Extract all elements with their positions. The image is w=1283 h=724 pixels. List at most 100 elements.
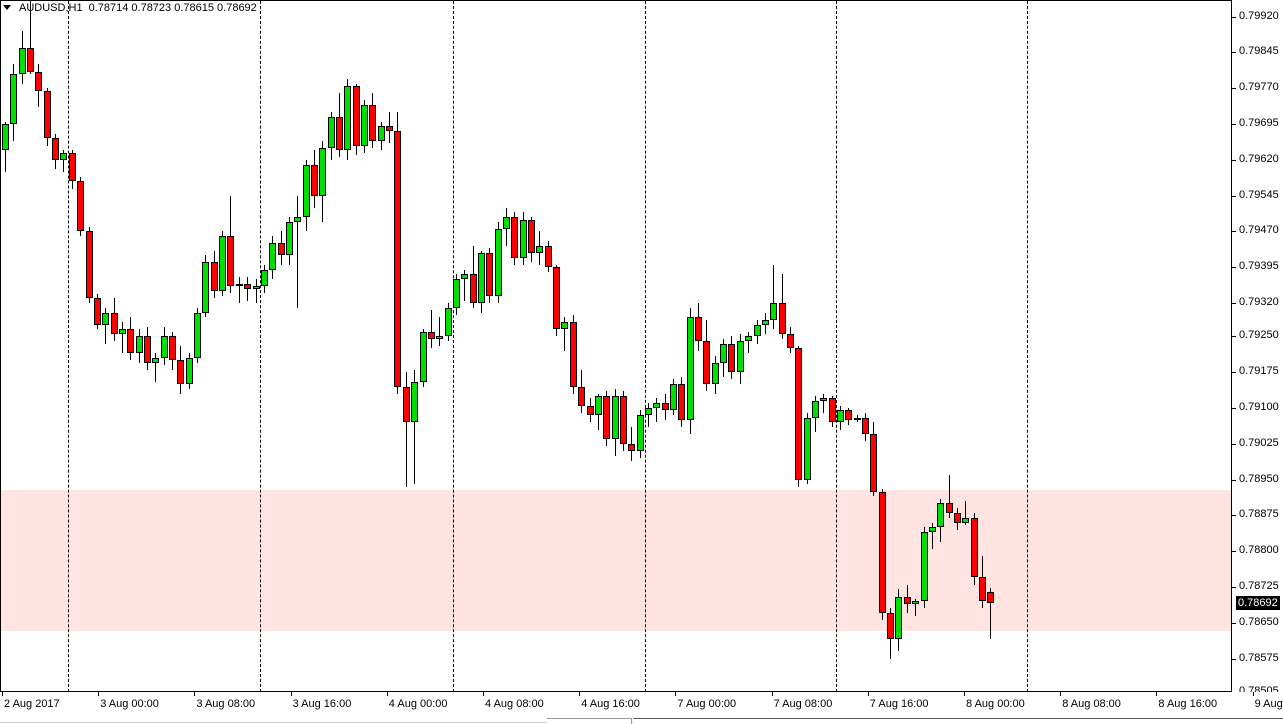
candlestick[interactable] bbox=[569, 0, 577, 692]
candlestick[interactable] bbox=[235, 0, 243, 692]
status-tab-left[interactable] bbox=[547, 718, 632, 724]
candlestick[interactable] bbox=[68, 0, 76, 692]
candlestick[interactable] bbox=[987, 0, 995, 692]
candlestick[interactable] bbox=[970, 0, 978, 692]
candlestick[interactable] bbox=[52, 0, 60, 692]
candlestick[interactable] bbox=[210, 0, 218, 692]
candlestick[interactable] bbox=[185, 0, 193, 692]
candlestick[interactable] bbox=[110, 0, 118, 692]
candlestick[interactable] bbox=[661, 0, 669, 692]
candlestick[interactable] bbox=[77, 0, 85, 692]
candlestick[interactable] bbox=[10, 0, 18, 692]
candlestick[interactable] bbox=[169, 0, 176, 692]
candlestick[interactable] bbox=[619, 0, 627, 692]
candlestick[interactable] bbox=[269, 0, 277, 692]
candlestick[interactable] bbox=[93, 0, 101, 692]
candlestick[interactable] bbox=[561, 0, 569, 692]
candlestick[interactable] bbox=[486, 0, 494, 692]
candlestick[interactable] bbox=[636, 0, 644, 692]
candlestick[interactable] bbox=[828, 0, 836, 692]
candlestick[interactable] bbox=[411, 0, 419, 692]
candlestick[interactable] bbox=[102, 0, 110, 692]
candlestick[interactable] bbox=[653, 0, 661, 692]
candlestick[interactable] bbox=[519, 0, 527, 692]
candlestick[interactable] bbox=[327, 0, 335, 692]
candlestick[interactable] bbox=[753, 0, 761, 692]
candlestick[interactable] bbox=[85, 0, 93, 692]
candlestick[interactable] bbox=[260, 0, 268, 692]
candlestick[interactable] bbox=[745, 0, 753, 692]
candlestick[interactable] bbox=[953, 0, 961, 692]
candlestick[interactable] bbox=[594, 0, 602, 692]
candlestick[interactable] bbox=[152, 0, 160, 692]
candlestick[interactable] bbox=[845, 0, 853, 692]
chart-plot-area[interactable] bbox=[0, 0, 1232, 692]
candlestick[interactable] bbox=[728, 0, 736, 692]
candlestick[interactable] bbox=[962, 0, 970, 692]
candlestick[interactable] bbox=[611, 0, 619, 692]
candlestick[interactable] bbox=[628, 0, 636, 692]
candlestick[interactable] bbox=[160, 0, 168, 692]
candlestick[interactable] bbox=[920, 0, 928, 692]
candlestick[interactable] bbox=[711, 0, 719, 692]
candlestick[interactable] bbox=[678, 0, 686, 692]
candlestick[interactable] bbox=[778, 0, 786, 692]
candlestick[interactable] bbox=[35, 0, 43, 692]
candlestick[interactable] bbox=[461, 0, 469, 692]
candlestick[interactable] bbox=[377, 0, 385, 692]
candlestick[interactable] bbox=[227, 0, 235, 692]
candlestick[interactable] bbox=[887, 0, 895, 692]
candlestick[interactable] bbox=[452, 0, 460, 692]
candlestick[interactable] bbox=[402, 0, 410, 692]
candlestick[interactable] bbox=[895, 0, 903, 692]
candlestick[interactable] bbox=[444, 0, 452, 692]
candlestick[interactable] bbox=[135, 0, 143, 692]
candlestick[interactable] bbox=[244, 0, 252, 692]
candlestick[interactable] bbox=[795, 0, 803, 692]
candlestick[interactable] bbox=[352, 0, 360, 692]
candlestick[interactable] bbox=[853, 0, 861, 692]
candlestick[interactable] bbox=[544, 0, 552, 692]
candlestick[interactable] bbox=[118, 0, 126, 692]
candlestick[interactable] bbox=[143, 0, 151, 692]
candlestick[interactable] bbox=[937, 0, 945, 692]
candlestick[interactable] bbox=[27, 0, 35, 692]
candlestick[interactable] bbox=[803, 0, 811, 692]
candlestick[interactable] bbox=[469, 0, 477, 692]
candlestick[interactable] bbox=[553, 0, 561, 692]
candlestick[interactable] bbox=[644, 0, 652, 692]
candlestick[interactable] bbox=[477, 0, 485, 692]
candlestick[interactable] bbox=[277, 0, 285, 692]
candlestick[interactable] bbox=[503, 0, 510, 692]
candlestick[interactable] bbox=[252, 0, 260, 692]
candlestick[interactable] bbox=[294, 0, 302, 692]
candlestick[interactable] bbox=[536, 0, 544, 692]
candlestick[interactable] bbox=[310, 0, 318, 692]
candlestick[interactable] bbox=[436, 0, 444, 692]
candlestick[interactable] bbox=[720, 0, 728, 692]
candlestick[interactable] bbox=[419, 0, 427, 692]
candlestick[interactable] bbox=[578, 0, 586, 692]
candlestick[interactable] bbox=[786, 0, 794, 692]
candlestick[interactable] bbox=[285, 0, 293, 692]
candlestick[interactable] bbox=[903, 0, 911, 692]
candlestick[interactable] bbox=[770, 0, 778, 692]
candlestick[interactable] bbox=[586, 0, 594, 692]
candlestick[interactable] bbox=[945, 0, 953, 692]
candlestick[interactable] bbox=[862, 0, 870, 692]
candlestick[interactable] bbox=[736, 0, 744, 692]
candlestick[interactable] bbox=[670, 0, 677, 692]
candlestick[interactable] bbox=[912, 0, 920, 692]
price-zone-0[interactable] bbox=[1, 490, 1232, 632]
candlestick[interactable] bbox=[127, 0, 135, 692]
candlestick[interactable] bbox=[2, 0, 9, 692]
candlestick[interactable] bbox=[43, 0, 51, 692]
candlestick[interactable] bbox=[194, 0, 202, 692]
candlestick[interactable] bbox=[978, 0, 986, 692]
status-tab-right[interactable] bbox=[633, 718, 1283, 724]
candlestick[interactable] bbox=[870, 0, 878, 692]
candlestick[interactable] bbox=[177, 0, 185, 692]
candlestick[interactable] bbox=[928, 0, 936, 692]
candlestick[interactable] bbox=[18, 0, 26, 692]
candlestick[interactable] bbox=[695, 0, 703, 692]
